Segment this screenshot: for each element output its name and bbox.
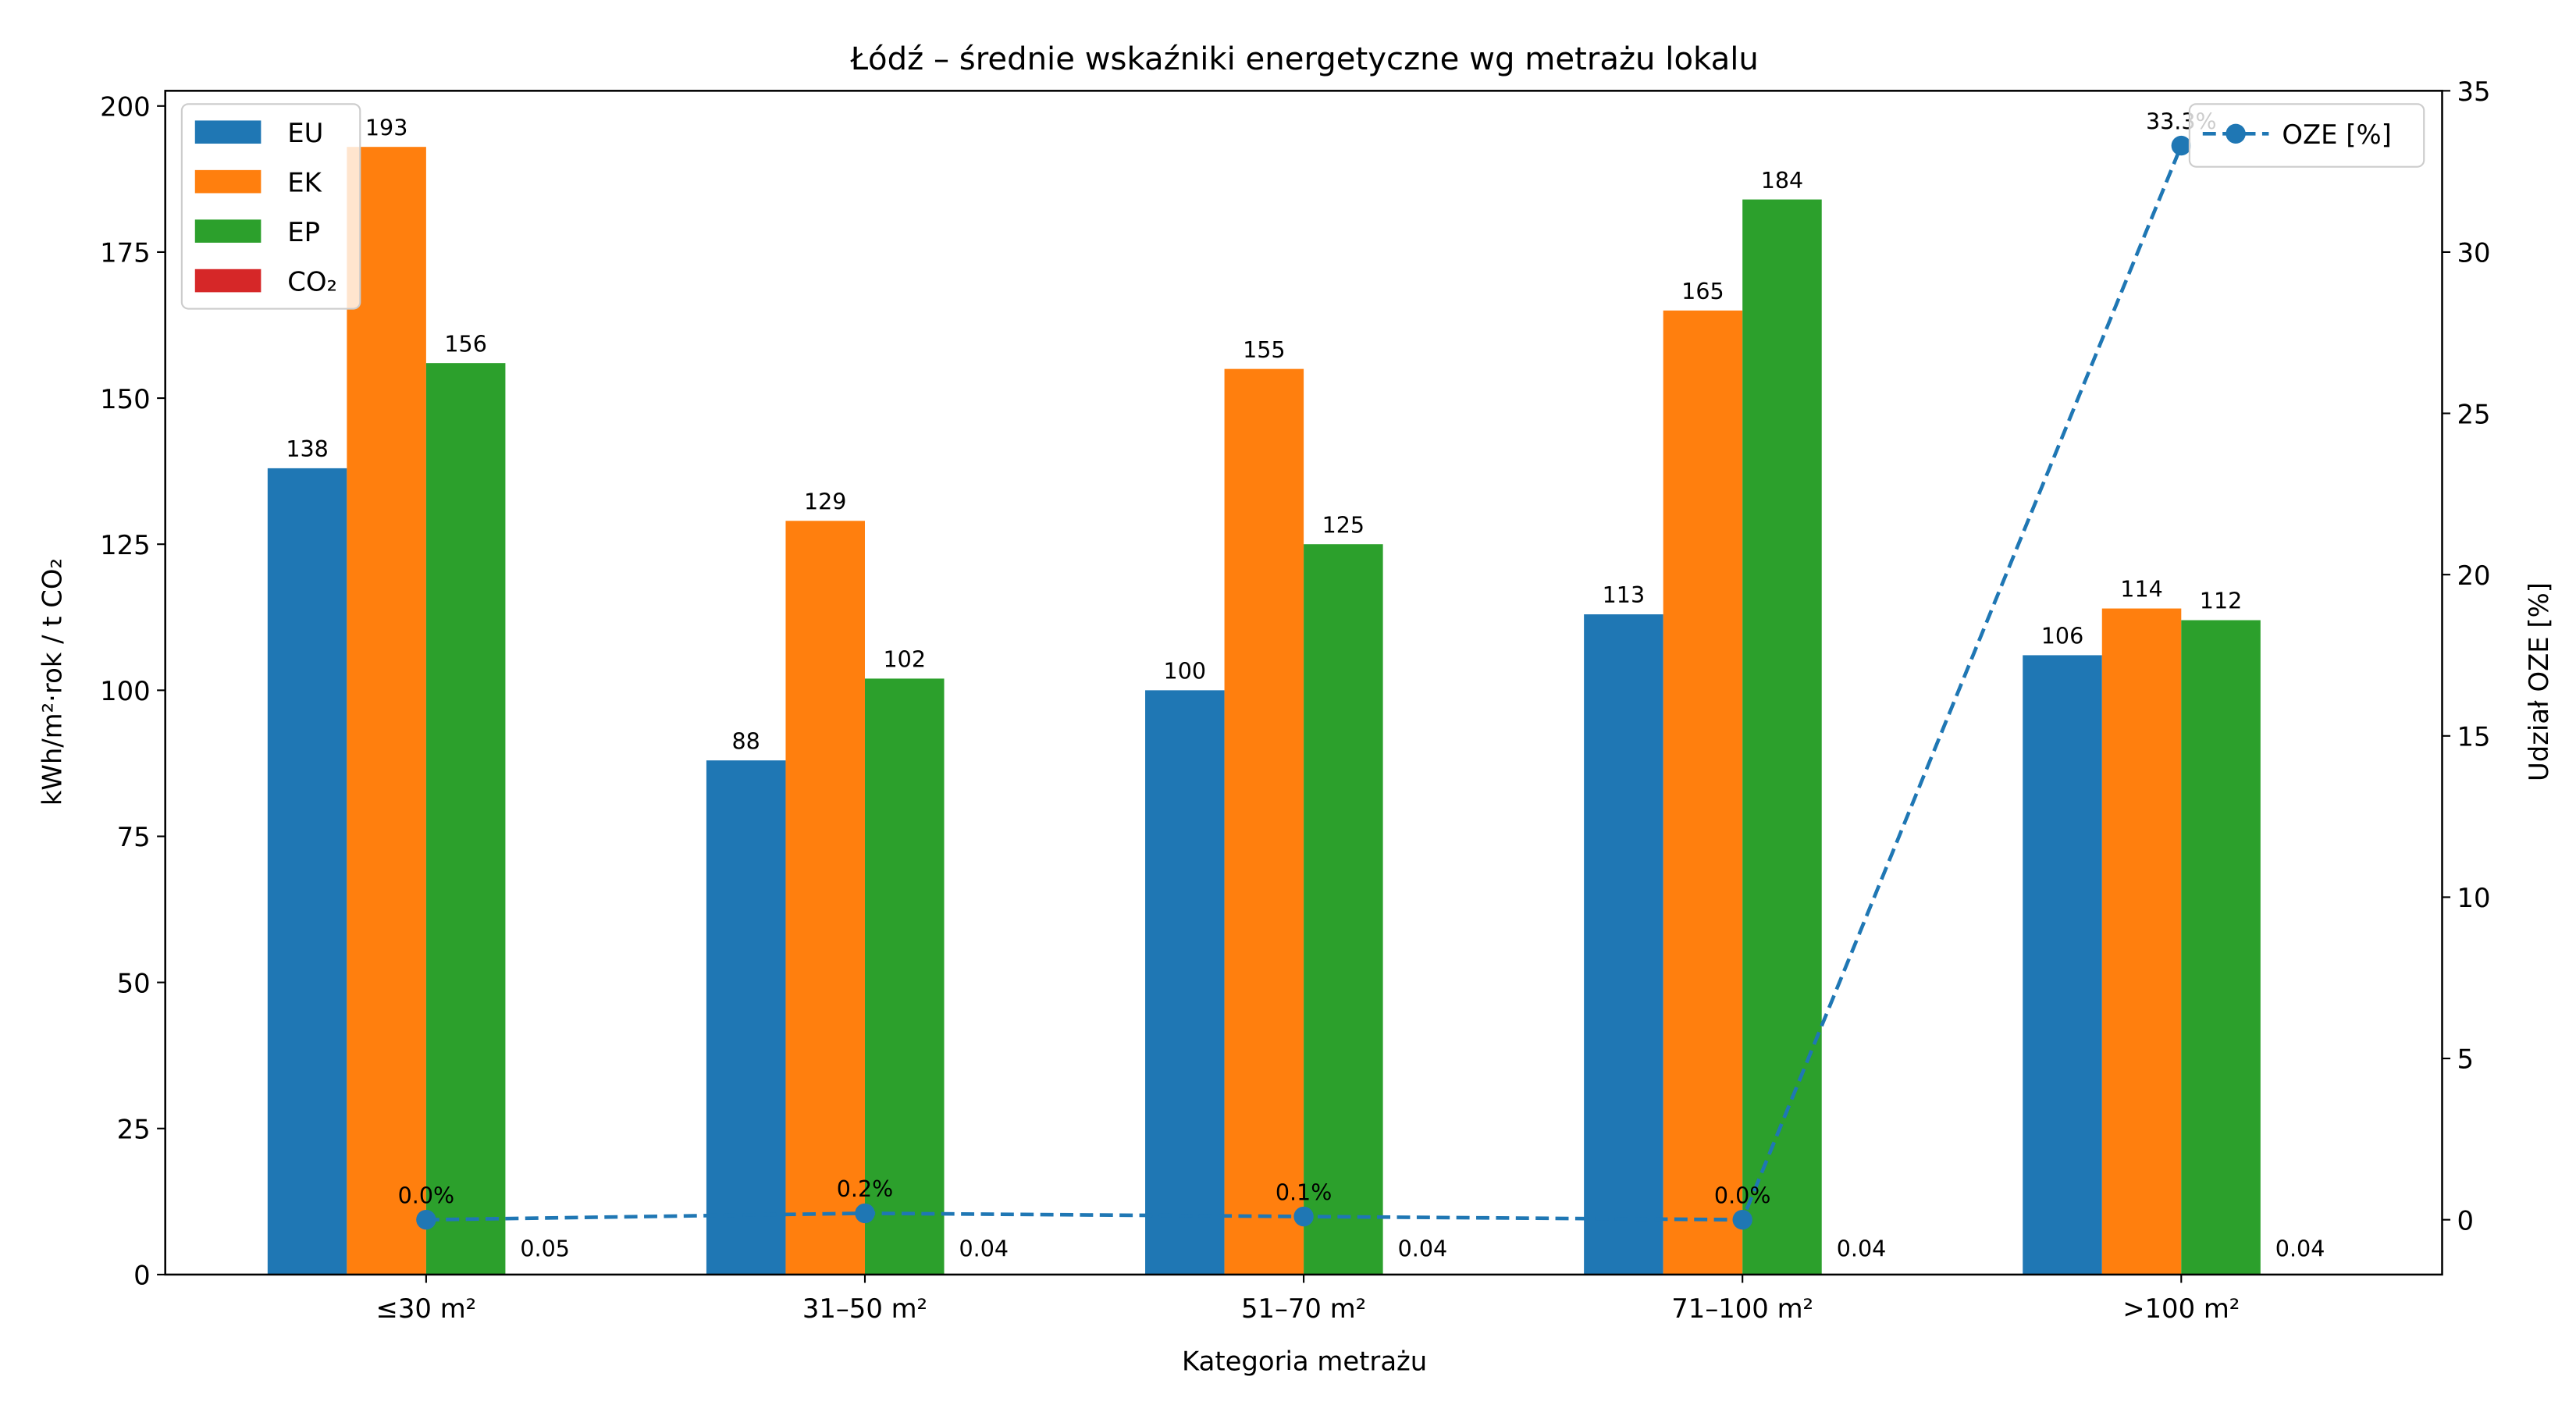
legend-label: EK (287, 167, 322, 197)
legend-label: OZE [%] (2282, 119, 2391, 150)
y-tick-label: 25 (117, 1114, 151, 1144)
bar-label: 156 (444, 330, 486, 357)
oze-point (855, 1203, 875, 1224)
bar-EP-0 (425, 363, 506, 1275)
y-tick-label: 0 (133, 1261, 151, 1291)
bar-label: 114 (2120, 576, 2162, 603)
y-tick-label: 175 (100, 238, 151, 269)
bar-label: 0.04 (1837, 1236, 1887, 1262)
y-tick-label: 125 (100, 530, 151, 560)
bar-label: 0.04 (1398, 1236, 1448, 1262)
y-right-tick-label: 5 (2457, 1044, 2475, 1075)
oze-point (1293, 1206, 1314, 1227)
bar-label: 0.04 (2275, 1236, 2325, 1262)
x-tick-label: >100 m² (2122, 1293, 2240, 1324)
bar-label: 129 (804, 488, 847, 514)
bar-label: 184 (1761, 167, 1804, 194)
bar-label: 0.04 (959, 1236, 1009, 1262)
oze-label: 0.1% (1276, 1179, 1332, 1205)
legend-label: EU (287, 118, 323, 148)
y-tick-label: 75 (117, 822, 151, 852)
legend-swatch (194, 169, 262, 194)
y-right-tick-label: 30 (2457, 238, 2491, 269)
x-tick-label: 51–70 m² (1241, 1293, 1366, 1324)
x-tick-label: 31–50 m² (802, 1293, 927, 1324)
bar-EP-2 (1304, 544, 1383, 1275)
bar-EP-3 (1742, 199, 1822, 1275)
chart-title: Łódź – średnie wskaźniki energetyczne wg… (849, 41, 1758, 77)
bar-label: 100 (1164, 658, 1207, 685)
bar-EK-2 (1224, 368, 1304, 1275)
legend-right-box (2188, 103, 2425, 168)
y-right-tick-label: 0 (2457, 1205, 2475, 1236)
bar-label: 165 (1681, 278, 1724, 304)
oze-label: 0.0% (1714, 1183, 1771, 1209)
x-tick-label: 71–100 m² (1671, 1293, 1813, 1324)
bar-EP-1 (864, 678, 945, 1275)
y-axis-label: kWh/m²·rok / t CO₂ (37, 558, 67, 806)
bar-label: 102 (884, 646, 927, 673)
y-right-tick-label: 20 (2457, 560, 2491, 591)
oze-point (2171, 135, 2191, 156)
x-tick-label: ≤30 m² (376, 1293, 477, 1324)
legend-left-box (180, 103, 361, 310)
bar-label: 193 (365, 114, 408, 140)
oze-point (416, 1209, 436, 1230)
x-axis-label: Kategoria metrażu (1182, 1346, 1427, 1377)
bar-label: 106 (2041, 623, 2083, 649)
y-axis-right-label: Udział OZE [%] (2524, 582, 2554, 781)
y-right-tick-label: 10 (2457, 883, 2491, 913)
y-right-tick-label: 25 (2457, 399, 2491, 429)
bar-EK-1 (785, 521, 865, 1275)
legend-label: CO₂ (287, 266, 337, 297)
bar-EK-4 (2101, 608, 2182, 1275)
y-tick-label: 100 (100, 676, 151, 706)
legend-label: EP (287, 217, 320, 247)
bar-label: 113 (1603, 582, 1646, 608)
legend-swatch (194, 269, 262, 293)
bar-label: 125 (1322, 511, 1365, 538)
y-right-tick-label: 35 (2457, 76, 2491, 107)
oze-label: 0.0% (398, 1183, 455, 1209)
y-tick-label: 50 (117, 968, 151, 998)
bar-EU-4 (2023, 655, 2102, 1275)
legend-swatch (194, 219, 262, 243)
bar-label: 155 (1243, 336, 1286, 363)
oze-point (1732, 1209, 1752, 1230)
bar-EP-4 (2181, 620, 2261, 1275)
bar-EK-0 (347, 147, 426, 1275)
bar-label: 138 (286, 436, 329, 462)
bar-EU-2 (1145, 690, 1225, 1275)
y-tick-label: 150 (100, 384, 151, 414)
bar-label: 0.05 (520, 1236, 570, 1262)
y-tick-label: 200 (100, 91, 151, 122)
bar-EU-3 (1584, 614, 1663, 1275)
legend-marker (2226, 123, 2246, 144)
legend-swatch (194, 120, 262, 144)
bar-label: 88 (732, 727, 760, 754)
y-right-tick-label: 15 (2457, 721, 2491, 752)
bar-EK-3 (1663, 310, 1743, 1275)
oze-label: 0.2% (837, 1176, 894, 1202)
bar-EU-1 (706, 760, 786, 1275)
bar-EU-0 (267, 468, 347, 1275)
bar-label: 112 (2200, 588, 2243, 614)
